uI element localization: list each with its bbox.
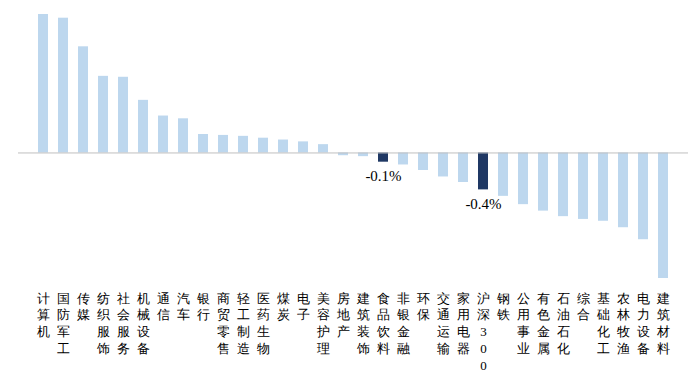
svg-text:通信: 通信 bbox=[157, 290, 170, 322]
svg-text:房地产: 房地产 bbox=[336, 290, 350, 339]
svg-text:-0.4%: -0.4% bbox=[465, 196, 501, 212]
svg-text:电力设备: 电力设备 bbox=[637, 290, 650, 356]
svg-text:电子: 电子 bbox=[297, 290, 310, 322]
svg-text:农林牧渔: 农林牧渔 bbox=[616, 290, 630, 356]
svg-text:交通运输: 交通运输 bbox=[437, 290, 450, 356]
svg-text:机械设备: 机械设备 bbox=[137, 290, 150, 356]
svg-text:建筑材料: 建筑材料 bbox=[656, 290, 670, 356]
svg-text:计算机: 计算机 bbox=[37, 290, 50, 339]
svg-text:非银金融: 非银金融 bbox=[396, 290, 410, 356]
svg-text:钢铁: 钢铁 bbox=[496, 290, 510, 322]
svg-text:建筑装饰: 建筑装饰 bbox=[356, 290, 370, 356]
svg-text:家用电器: 家用电器 bbox=[457, 290, 470, 356]
svg-text:社会服务: 社会服务 bbox=[117, 290, 130, 356]
svg-text:基础化工: 基础化工 bbox=[596, 290, 610, 356]
svg-text:石油石化: 石油石化 bbox=[557, 290, 570, 356]
svg-text:轻工制造: 轻工制造 bbox=[237, 290, 250, 356]
svg-text:汽车: 汽车 bbox=[177, 290, 190, 322]
svg-text:商贸零售: 商贸零售 bbox=[217, 290, 230, 356]
svg-text:有色金属: 有色金属 bbox=[537, 290, 550, 356]
svg-text:国防军工: 国防军工 bbox=[57, 290, 70, 356]
svg-text:美容护理: 美容护理 bbox=[316, 290, 330, 356]
svg-text:-0.1%: -0.1% bbox=[365, 168, 401, 184]
svg-text:纺织服饰: 纺织服饰 bbox=[96, 290, 110, 356]
svg-text:沪深300: 沪深300 bbox=[477, 290, 490, 373]
svg-text:煤炭: 煤炭 bbox=[277, 290, 290, 322]
svg-text:综合: 综合 bbox=[577, 290, 590, 322]
svg-text:公用事业: 公用事业 bbox=[517, 290, 530, 356]
svg-text:医药生物: 医药生物 bbox=[257, 290, 270, 356]
svg-text:环保: 环保 bbox=[417, 290, 430, 322]
svg-text:食品饮料: 食品饮料 bbox=[376, 290, 390, 356]
svg-text:银行: 银行 bbox=[196, 290, 210, 322]
svg-text:传媒: 传媒 bbox=[77, 290, 90, 322]
